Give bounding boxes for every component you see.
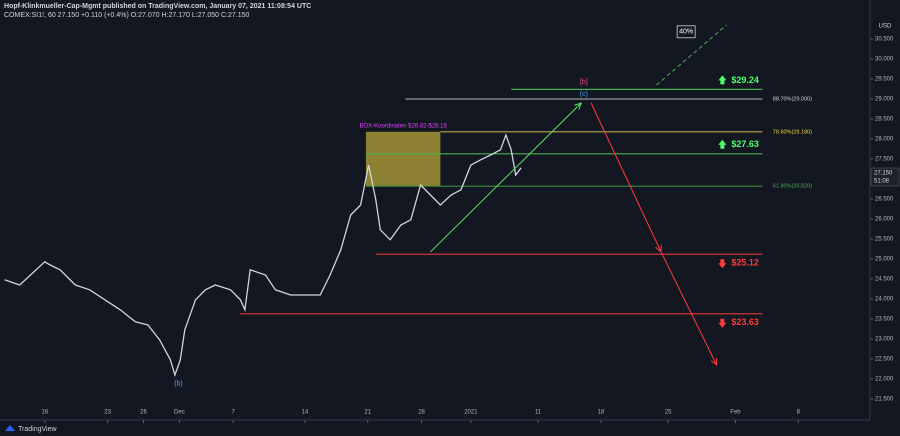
x-tick-label: 14 (302, 410, 309, 416)
x-tick-label: 16 (42, 410, 49, 416)
level-arrow (718, 318, 727, 328)
y-tick-label: 24.500 (875, 277, 894, 283)
box-label: BOX-Koordinaten $26.82-$28.18 (359, 123, 447, 129)
y-tick-label: 22.000 (875, 377, 894, 383)
last-price-label: 27.150 (874, 171, 893, 177)
y-tick-label: 22.500 (875, 357, 894, 363)
x-tick-label: Feb (730, 410, 741, 416)
wave-label: (c) (580, 91, 588, 98)
symbol-line: COMEX:SI1!, 60 27.150 +0.110 (+0.4%) O:2… (4, 12, 250, 19)
y-tick-label: 26.500 (875, 197, 894, 203)
level-label: 78.60%(28.180) (773, 129, 812, 135)
y-tick-label: 28.000 (875, 137, 894, 143)
y-tick-label: 25.500 (875, 237, 894, 243)
level-label: $25.12 (731, 258, 759, 268)
y-tick-label: 26.000 (875, 217, 894, 223)
x-tick-label: 8 (797, 410, 801, 416)
wave-arrow (660, 251, 718, 366)
x-tick-label: 2021 (464, 410, 478, 416)
badge-label: 40% (679, 29, 693, 36)
level-label: 88.70%(29.000) (773, 96, 812, 102)
box-zone (365, 131, 441, 187)
wave-arrow (430, 102, 582, 253)
level-label: $23.63 (731, 317, 759, 327)
x-tick-label: 21 (364, 410, 371, 416)
price-line (4, 133, 522, 378)
countdown: 51:08 (874, 179, 890, 185)
y-tick-label: 29.000 (875, 97, 894, 103)
last-price-tag (870, 167, 900, 187)
y-tick-label: 28.500 (875, 117, 894, 123)
y-tick-label: 21.500 (875, 397, 894, 403)
wave-label: [b] (580, 79, 588, 86)
level-arrow (718, 259, 727, 269)
x-tick-label: 7 (232, 410, 236, 416)
x-tick-label: 11 (535, 410, 542, 416)
arrow-head (574, 102, 583, 110)
wave-arrow (656, 24, 727, 86)
x-tick-label: 18 (598, 410, 605, 416)
y-tick-label: 23.500 (875, 317, 894, 323)
footer-logo (5, 425, 15, 431)
level-label: $27.63 (731, 139, 759, 149)
x-tick-label: 26 (140, 410, 147, 416)
y-tick-label: 30.000 (875, 57, 894, 63)
footer: TradingView (18, 426, 57, 433)
y-tick-label: 23.000 (875, 337, 894, 343)
level-arrow (718, 139, 727, 149)
x-tick-label: 25 (665, 410, 672, 416)
level-arrow (718, 75, 727, 85)
y-tick-label: 25.000 (875, 257, 894, 263)
y-tick-label: 24.000 (875, 297, 894, 303)
level-label: $29.24 (731, 75, 759, 85)
currency: USD (879, 24, 892, 30)
y-tick-label: 27.500 (875, 157, 894, 163)
badge-box (676, 25, 696, 39)
level-label: 61.80%(26.820) (773, 184, 812, 190)
header: Hopf-Klinkmueller-Cap-Mgmt published on … (4, 3, 311, 10)
y-tick-label: 30.500 (875, 37, 894, 43)
arrow-head (710, 357, 718, 367)
y-tick-label: 29.500 (875, 77, 894, 83)
wave-label: (b) (174, 381, 183, 388)
x-tick-label: Dec (174, 410, 185, 416)
x-tick-label: 28 (418, 410, 425, 416)
wave-arrow (590, 102, 662, 253)
x-tick-label: 23 (104, 410, 111, 416)
